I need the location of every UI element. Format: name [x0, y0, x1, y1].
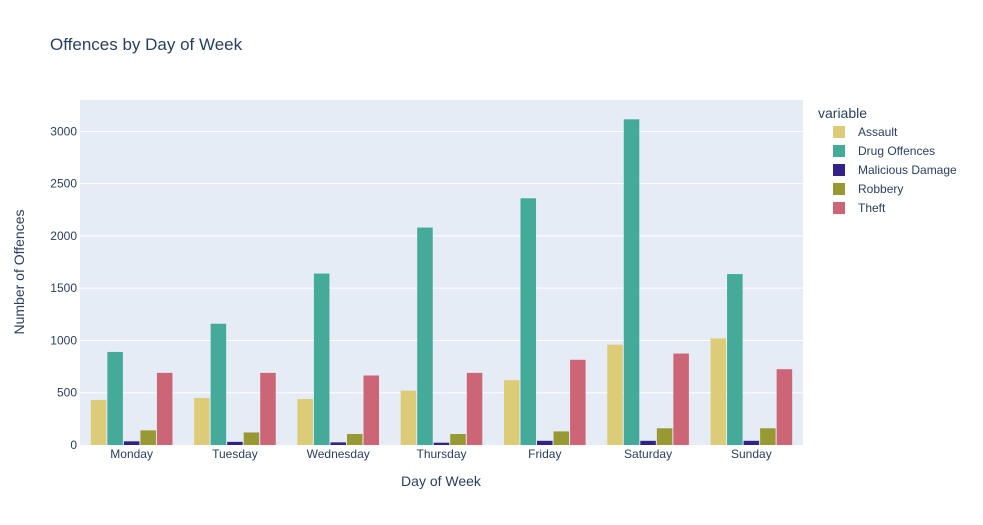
bar-malicious-damage-tuesday[interactable] [227, 441, 243, 445]
legend-swatch [833, 126, 845, 138]
bar-malicious-damage-monday[interactable] [123, 441, 140, 445]
bar-assault-wednesday[interactable] [297, 399, 313, 445]
bar-assault-saturday[interactable] [607, 344, 623, 445]
bar-drug-offences-tuesday[interactable] [210, 323, 227, 445]
bar-theft-tuesday[interactable] [260, 372, 276, 445]
bar-drug-offences-saturday[interactable] [623, 119, 640, 445]
y-tick-label: 3000 [50, 124, 77, 138]
bar-malicious-damage-wednesday[interactable] [330, 442, 346, 445]
bar-assault-tuesday[interactable] [194, 397, 210, 445]
y-tick-label: 2500 [50, 177, 77, 191]
legend-swatch [833, 183, 845, 195]
bar-robbery-thursday[interactable] [450, 434, 466, 445]
y-axis-ticks: 0 500 1000 1500 2000 2500 3000 [50, 124, 77, 452]
x-axis-ticks: Monday Tuesday Wednesday Thursday Friday Satu… [110, 447, 771, 461]
bar-robbery-sunday[interactable] [760, 428, 776, 445]
bar-assault-monday[interactable] [90, 400, 107, 445]
bar-malicious-damage-saturday[interactable] [640, 440, 656, 445]
y-tick-label: 1500 [50, 281, 77, 295]
bar-theft-saturday[interactable] [673, 353, 689, 445]
bar-robbery-tuesday[interactable] [243, 432, 260, 445]
legend-label: Assault [858, 125, 898, 139]
bar-theft-monday[interactable] [156, 372, 173, 445]
bar-malicious-damage-sunday[interactable] [743, 440, 760, 445]
legend-label: Drug Offences [858, 144, 935, 158]
bar-drug-offences-friday[interactable] [520, 198, 537, 445]
legend-item-robbery[interactable]: Robbery [833, 182, 903, 196]
legend-label: Robbery [858, 182, 903, 196]
x-tick-label: Friday [528, 447, 561, 461]
bar-assault-thursday[interactable] [400, 390, 417, 445]
y-tick-label: 500 [57, 386, 77, 400]
legend-item-assault[interactable]: Assault [833, 125, 898, 139]
bar-drug-offences-monday[interactable] [107, 351, 123, 445]
bars[interactable] [90, 119, 793, 445]
x-tick-label: Sunday [731, 447, 772, 461]
bar-theft-sunday[interactable] [776, 369, 793, 445]
bar-theft-friday[interactable] [570, 359, 586, 445]
y-tick-label: 0 [70, 438, 77, 452]
chart-title: Offences by Day of Week [50, 35, 243, 54]
plot-area [80, 100, 803, 445]
y-tick-label: 1000 [50, 333, 77, 347]
legend[interactable]: variable Assault Drug Offences Malicious D… [818, 105, 957, 215]
bar-assault-sunday[interactable] [710, 338, 727, 445]
legend-item-malicious-damage[interactable]: Malicious Damage [833, 163, 957, 177]
legend-label: Theft [858, 201, 886, 215]
x-tick-label: Thursday [416, 447, 466, 461]
bar-theft-thursday[interactable] [466, 372, 483, 445]
bar-drug-offences-thursday[interactable] [417, 227, 433, 445]
bar-robbery-saturday[interactable] [656, 428, 673, 445]
x-tick-label: Tuesday [212, 447, 258, 461]
bar-theft-wednesday[interactable] [363, 375, 380, 445]
legend-item-theft[interactable]: Theft [833, 201, 886, 215]
x-tick-label: Monday [110, 447, 153, 461]
legend-label: Malicious Damage [858, 163, 957, 177]
x-tick-label: Wednesday [307, 447, 370, 461]
legend-item-drug-offences[interactable]: Drug Offences [833, 144, 935, 158]
legend-swatch [833, 145, 845, 157]
bar-malicious-damage-friday[interactable] [537, 440, 553, 445]
bar-robbery-monday[interactable] [140, 430, 156, 445]
x-axis-title: Day of Week [401, 473, 482, 489]
bar-robbery-wednesday[interactable] [346, 434, 363, 445]
legend-swatch [833, 202, 845, 214]
bar-assault-friday[interactable] [503, 380, 520, 445]
y-tick-label: 2000 [50, 229, 77, 243]
legend-title: variable [818, 105, 867, 121]
x-tick-label: Saturday [624, 447, 672, 461]
bar-drug-offences-sunday[interactable] [727, 274, 743, 445]
y-axis-title: Number of Offences [11, 209, 27, 334]
bar-robbery-friday[interactable] [553, 431, 570, 445]
bar-malicious-damage-thursday[interactable] [433, 442, 450, 445]
legend-swatch [833, 164, 845, 176]
bar-drug-offences-wednesday[interactable] [313, 273, 330, 445]
